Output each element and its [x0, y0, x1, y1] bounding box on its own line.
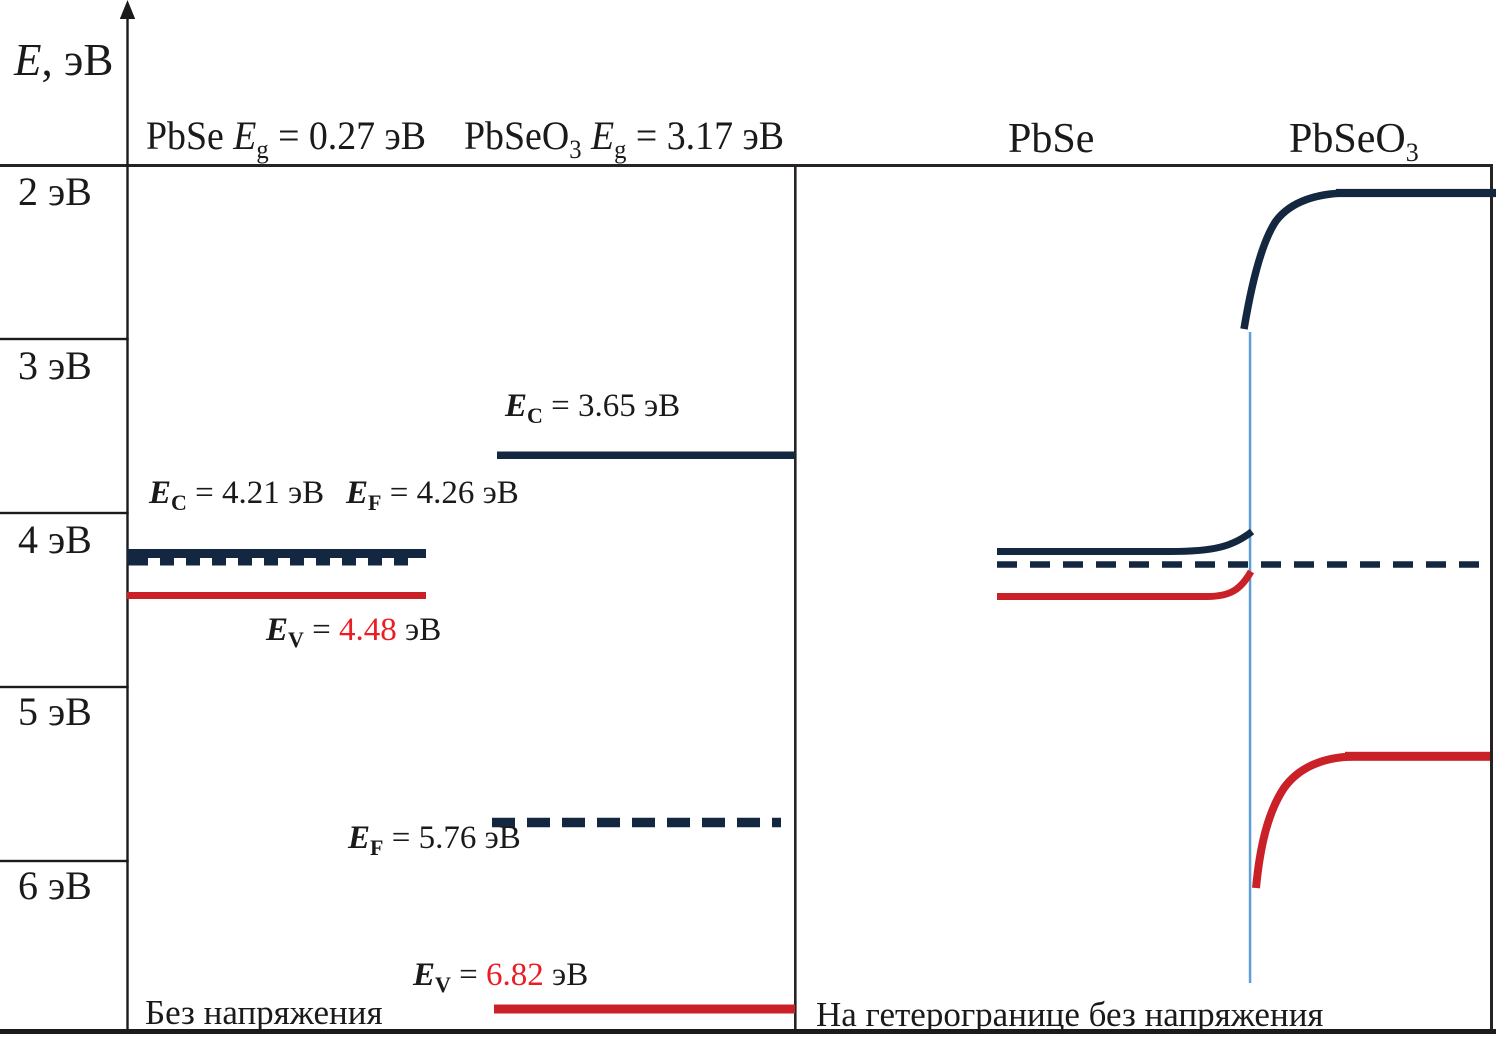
svg-text:EF = 4.26 эВ: EF = 4.26 эВ — [345, 475, 519, 515]
svg-text:3 эВ: 3 эВ — [18, 343, 92, 388]
svg-text:EC = 3.65 эВ: EC = 3.65 эВ — [504, 388, 680, 428]
svg-text:Без напряжения: Без напряжения — [145, 993, 383, 1032]
svg-text:EV = 4.48 эВ: EV = 4.48 эВ — [265, 612, 441, 652]
svg-text:5 эВ: 5 эВ — [18, 689, 92, 734]
svg-text:PbSe: PbSe — [1008, 116, 1094, 162]
svg-text:EC = 4.21 эВ: EC = 4.21 эВ — [148, 475, 324, 515]
svg-text:2 эВ: 2 эВ — [18, 169, 92, 214]
svg-text:PbSe Eg = 0.27 эВ: PbSe Eg = 0.27 эВ — [146, 113, 426, 164]
svg-text:На гетерогранице без напряжени: На гетерогранице без напряжения — [816, 995, 1324, 1034]
svg-text:E, эВ: E, эВ — [13, 35, 113, 85]
svg-text:PbSeO3 Eg = 3.17 эВ: PbSeO3 Eg = 3.17 эВ — [464, 113, 784, 164]
svg-text:4 эВ: 4 эВ — [18, 517, 92, 562]
svg-text:6 эВ: 6 эВ — [18, 863, 92, 908]
svg-text:EF = 5.76 эВ: EF = 5.76 эВ — [347, 820, 521, 860]
svg-text:PbSeO3: PbSeO3 — [1289, 116, 1419, 167]
svg-text:EV = 6.82 эВ: EV = 6.82 эВ — [412, 957, 588, 997]
